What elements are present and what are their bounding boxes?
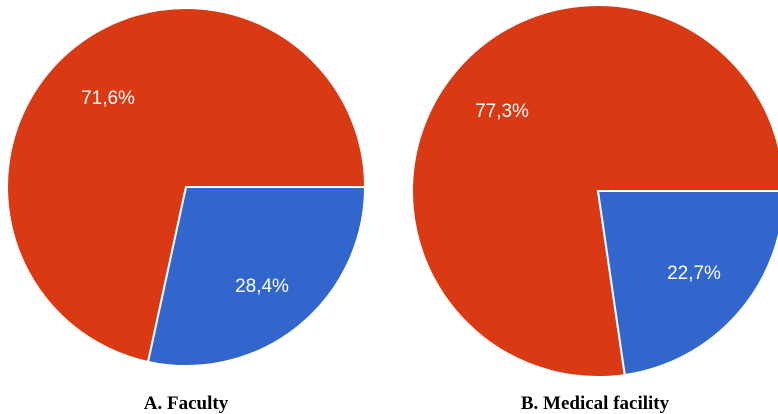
pie-slice-majority — [6, 7, 367, 364]
pie-slice-majority — [411, 4, 778, 378]
slice-data-label: 77,3% — [475, 101, 529, 122]
slice-data-label: 71,6% — [81, 88, 135, 109]
pie-slice-minority — [596, 190, 778, 377]
pie-chart-faculty: 71,6% 28,4% — [6, 7, 367, 367]
caption-medical-facility: B. Medical facility — [521, 393, 670, 414]
caption-faculty: A. Faculty — [144, 393, 229, 414]
pie-chart-medical-facility: 77,3% 22,7% — [411, 4, 778, 378]
slice-data-label: 22,7% — [667, 263, 721, 284]
pie-slice-minority — [146, 186, 367, 367]
slice-data-label: 28,4% — [235, 276, 289, 297]
